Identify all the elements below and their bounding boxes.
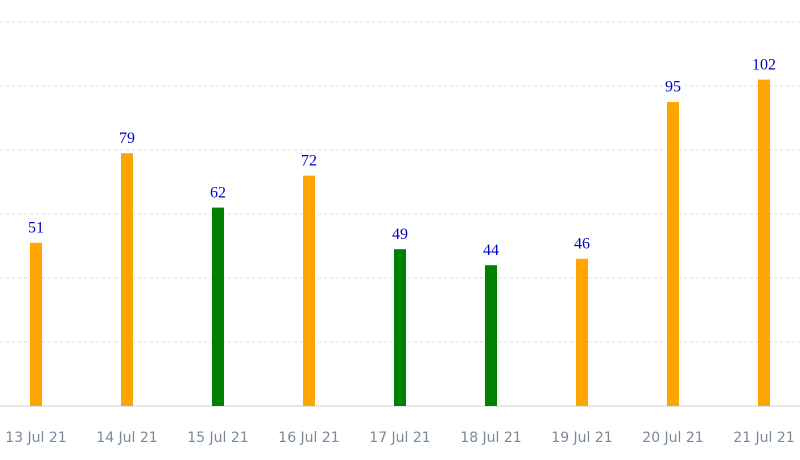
data-label: 102: [752, 56, 776, 73]
x-tick-label: 15 Jul 21: [187, 430, 248, 446]
data-label: 79: [119, 130, 135, 147]
bar: [667, 102, 679, 406]
bar: [576, 258, 588, 406]
bar: [212, 207, 224, 406]
data-label: 51: [28, 219, 44, 236]
data-label: 72: [301, 152, 317, 169]
x-tick-label: 19 Jul 21: [551, 430, 612, 446]
x-tick-label: 20 Jul 21: [642, 430, 703, 446]
data-label: 49: [392, 226, 408, 243]
bar: [485, 265, 497, 406]
data-label: 46: [574, 235, 590, 252]
x-tick-label: 13 Jul 21: [5, 430, 66, 446]
x-tick-label: 16 Jul 21: [278, 430, 339, 446]
data-label: 95: [665, 79, 681, 96]
bar: [394, 249, 406, 406]
x-tick-label: 21 Jul 21: [733, 430, 794, 446]
bar: [121, 153, 133, 406]
bar: [758, 79, 770, 406]
x-tick-label: 17 Jul 21: [369, 430, 430, 446]
x-tick-label: 18 Jul 21: [460, 430, 521, 446]
data-label: 62: [210, 184, 226, 201]
data-label: 44: [483, 242, 499, 259]
bar: [30, 242, 42, 406]
bar: [303, 175, 315, 406]
x-tick-label: 14 Jul 21: [96, 430, 157, 446]
